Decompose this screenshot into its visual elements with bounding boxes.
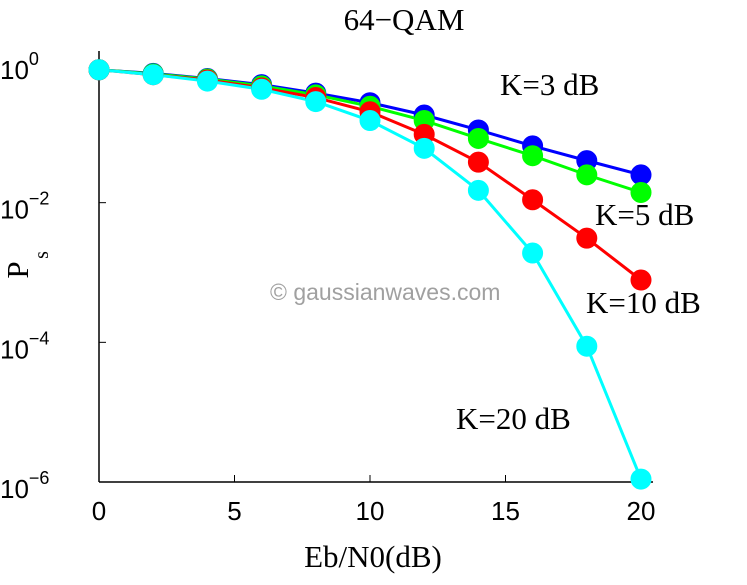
watermark: © gaussianwaves.com — [270, 279, 500, 305]
data-point-3 — [196, 70, 218, 92]
annotation-k3: K=3 dB — [500, 67, 599, 102]
x-tick-label: 15 — [491, 496, 520, 526]
x-tick-label: 10 — [356, 496, 385, 526]
data-point-3 — [467, 179, 489, 201]
y-tick-label: 10−6 — [0, 468, 49, 504]
annotation-k10: K=10 dB — [586, 285, 701, 320]
y-tick-label: 100 — [0, 49, 39, 85]
y-axis-label-subscript: s — [31, 251, 53, 259]
data-point-3 — [251, 78, 273, 100]
x-tick-label: 20 — [627, 496, 656, 526]
annotation-k20: K=20 dB — [456, 401, 571, 436]
data-point-1 — [576, 164, 598, 186]
data-point-2 — [467, 151, 489, 173]
data-point-2 — [522, 189, 544, 211]
y-axis-label-base: P — [0, 261, 35, 278]
data-point-1 — [522, 145, 544, 167]
data-point-3 — [359, 110, 381, 132]
y-tick-label: 10−2 — [0, 189, 49, 225]
data-point-3 — [576, 335, 598, 357]
data-point-2 — [630, 269, 652, 291]
data-point-3 — [522, 242, 544, 264]
data-point-3 — [413, 137, 435, 159]
x-tick-label: 5 — [227, 496, 241, 526]
data-point-1 — [630, 181, 652, 203]
data-point-3 — [630, 468, 652, 490]
x-tick-label: 0 — [92, 496, 106, 526]
y-axis-label: P s — [0, 251, 53, 279]
data-point-3 — [142, 64, 164, 86]
data-point-2 — [576, 227, 598, 249]
data-point-1 — [467, 127, 489, 149]
data-point-3 — [88, 59, 110, 81]
chart-title: 64−QAM — [344, 2, 465, 37]
data-point-0 — [630, 164, 652, 186]
annotation-k5: K=5 dB — [595, 197, 694, 232]
x-axis-label: Eb/N0(dB) — [304, 539, 442, 574]
y-tick-label: 10−4 — [0, 328, 49, 364]
plot-area: 0 5 10 15 20 100 10−2 10−4 10−6 — [0, 49, 655, 526]
data-point-3 — [305, 91, 327, 113]
